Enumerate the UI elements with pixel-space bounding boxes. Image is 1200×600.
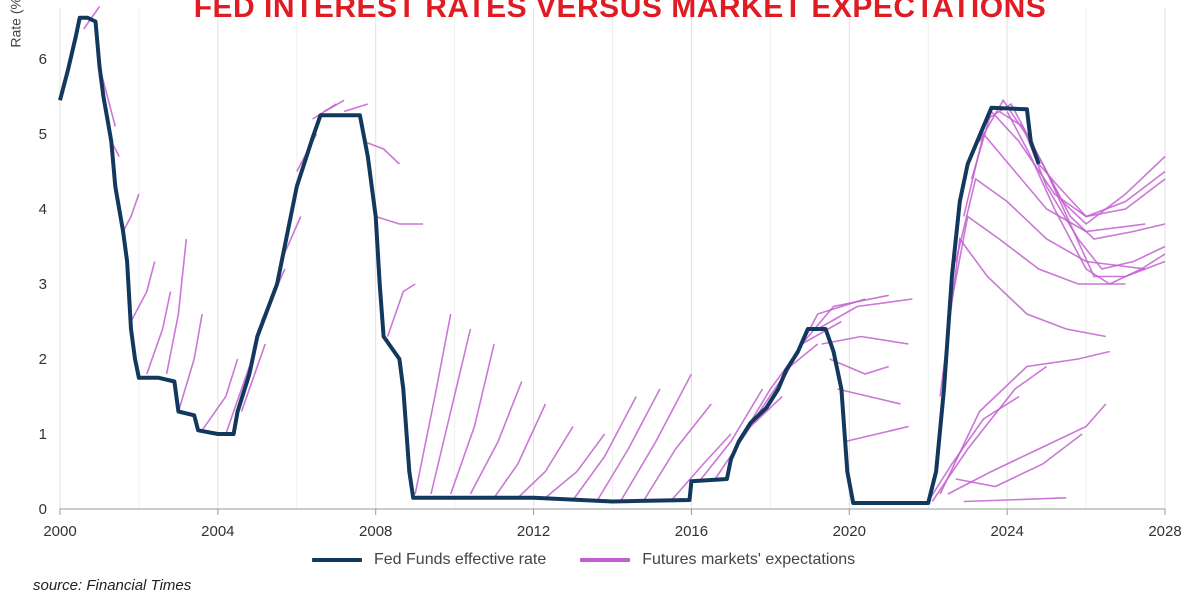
expectation-line — [698, 388, 764, 482]
expectation-line — [829, 358, 890, 375]
x-tick-label: 2004 — [201, 523, 234, 540]
expectation-line — [947, 215, 1126, 322]
expectation-line — [363, 140, 400, 165]
y-tick-label: 5 — [39, 126, 47, 143]
expectation-line — [931, 365, 1048, 502]
expectation-line — [130, 261, 156, 322]
expectation-line — [225, 366, 251, 435]
expectation-line — [619, 373, 693, 502]
y-tick-label: 3 — [39, 276, 47, 293]
y-tick-label: 1 — [39, 426, 47, 443]
expectation-line — [493, 403, 547, 499]
expectation-line — [927, 395, 1020, 502]
expectation-line — [430, 328, 472, 495]
expectation-line — [414, 313, 452, 495]
expectation-line — [939, 350, 1110, 495]
expectation-line — [240, 343, 266, 412]
expectation-line — [714, 395, 783, 480]
y-tick-label: 2 — [39, 351, 47, 368]
expectation-line — [955, 433, 1083, 488]
expectation-line — [1006, 111, 1166, 285]
expectation-line — [375, 215, 424, 225]
expectation-line — [165, 238, 188, 375]
x-tick-label: 2016 — [675, 523, 708, 540]
source-note: source: Financial Times — [33, 577, 192, 594]
x-tick-label: 2028 — [1148, 523, 1181, 540]
expectation-line — [963, 497, 1067, 503]
expectation-line — [146, 291, 172, 375]
x-tick-label: 2008 — [359, 523, 392, 540]
expectation-line — [947, 403, 1107, 495]
expectation-line — [324, 99, 345, 113]
expectation-line — [201, 358, 239, 431]
expectation-line — [671, 433, 732, 501]
legend-swatch-fed — [312, 558, 362, 562]
expectation-line — [1026, 133, 1166, 278]
legend-label-fed: Fed Funds effective rate — [374, 551, 547, 568]
legend-swatch-futures — [580, 558, 631, 562]
expectation-line — [122, 193, 140, 232]
expectation-line — [643, 403, 712, 501]
expectation-line — [1038, 163, 1166, 218]
y-axis-label: Rate (%) — [7, 0, 24, 48]
expectation-line — [845, 425, 909, 443]
expectation-line — [343, 103, 369, 113]
expectation-line — [596, 388, 661, 502]
expectation-line — [469, 381, 523, 495]
expectation-line — [386, 283, 416, 337]
expectation-line — [544, 433, 606, 499]
expectation-line — [801, 294, 889, 345]
legend-item-futures: Futures markets' expectations — [580, 551, 855, 569]
expectation-line — [517, 426, 574, 499]
fed-funds-line — [58, 15, 1041, 505]
y-tick-label: 6 — [39, 51, 47, 68]
x-tick-label: 2000 — [43, 523, 76, 540]
x-tick-label: 2020 — [833, 523, 866, 540]
expectation-line — [939, 236, 1106, 397]
expectation-line — [998, 110, 1166, 270]
legend-label-futures: Futures markets' expectations — [642, 551, 856, 568]
expectation-line — [986, 102, 1166, 240]
legend-item-fed: Fed Funds effective rate — [312, 551, 546, 569]
expectation-line — [449, 343, 495, 495]
expectation-line — [572, 396, 637, 501]
chart-title: FED INTEREST RATES VERSUS MARKET EXPECTA… — [193, 0, 1047, 24]
y-tick-label: 0 — [39, 501, 47, 518]
expectation-line — [817, 298, 913, 330]
expectation-line — [177, 313, 203, 412]
legend: Fed Funds effective rate Futures markets… — [312, 551, 855, 569]
expectation-line — [821, 335, 909, 345]
y-tick-label: 4 — [39, 201, 47, 218]
x-tick-label: 2024 — [990, 523, 1023, 540]
expectation-line — [837, 388, 901, 405]
x-tick-label: 2012 — [517, 523, 550, 540]
